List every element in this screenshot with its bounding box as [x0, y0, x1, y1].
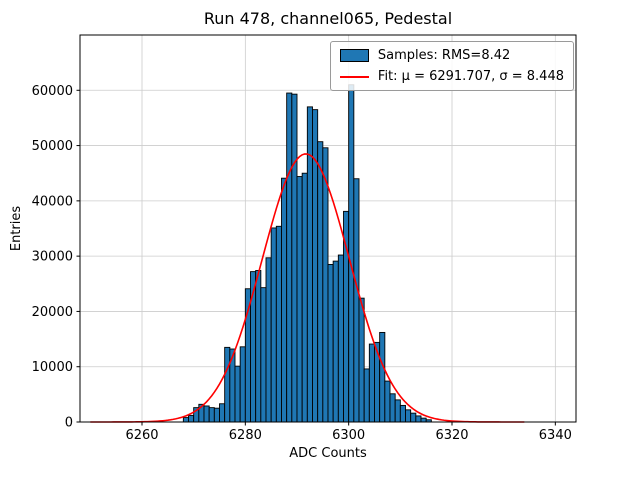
histogram-bar — [291, 93, 298, 423]
histogram-bar — [281, 177, 288, 423]
histogram-bar — [405, 409, 412, 423]
histogram-bar — [270, 227, 277, 423]
axes-frame — [79, 34, 577, 423]
legend-entry-samples: Samples: RMS=8.42 — [339, 48, 564, 63]
histogram-bar — [208, 407, 215, 423]
histogram-bar — [337, 254, 344, 423]
histogram-bar — [410, 412, 417, 423]
histogram-bar — [358, 297, 365, 423]
histogram-bar — [286, 92, 293, 423]
histogram-bar — [224, 346, 231, 423]
histogram-bar — [188, 414, 195, 423]
histogram-bar — [327, 263, 334, 423]
histogram-bar — [182, 417, 189, 423]
x-tick-label: 6320 — [435, 428, 468, 443]
y-tick-label: 60000 — [32, 84, 73, 99]
histogram-bar — [265, 257, 272, 423]
histogram-bar — [363, 368, 370, 423]
histogram-bar — [255, 270, 262, 423]
histogram-bar — [275, 225, 282, 423]
histogram-bar — [353, 178, 360, 423]
histogram-bar — [301, 172, 308, 423]
histogram-bar — [399, 404, 406, 423]
chart-title: Run 478, channel065, Pedestal — [203, 9, 453, 28]
histogram-bar — [317, 141, 324, 423]
histogram-bar — [394, 399, 401, 423]
histogram-bar — [296, 176, 303, 423]
y-axis-label: Entries — [9, 206, 24, 252]
legend: Samples: RMS=8.42 Fit: μ = 6291.707, σ =… — [329, 41, 574, 91]
x-tick-label: 6260 — [125, 428, 158, 443]
legend-entry-fit: Fit: μ = 6291.707, σ = 8.448 — [339, 69, 564, 84]
histogram-bar — [203, 405, 210, 423]
histogram-swatch-icon — [339, 49, 369, 62]
y-tick-label: 0 — [65, 416, 73, 431]
gaussian-fit-line — [90, 153, 525, 423]
histogram-bar — [260, 287, 267, 423]
fit-line-swatch-icon — [339, 75, 369, 78]
histogram-bar — [389, 393, 396, 423]
histogram-bar — [384, 380, 391, 423]
y-tick-label: 10000 — [32, 360, 73, 375]
tick-labels: 6260 6280 6300 6320 6340 0 10000 20000 30000 4000… — [32, 84, 572, 443]
x-tick-label: 6280 — [229, 428, 262, 443]
x-tick-label: 6340 — [539, 428, 572, 443]
histogram-bar — [219, 403, 226, 423]
x-tick-label: 6300 — [332, 428, 365, 443]
histogram-bar — [213, 407, 220, 423]
histogram-bar — [368, 343, 375, 423]
histogram-bar — [348, 84, 355, 423]
histogram-bar — [239, 346, 246, 423]
legend-samples-label: Samples: RMS=8.42 — [377, 48, 511, 63]
histogram-bar — [415, 415, 422, 423]
y-tick-label: 50000 — [32, 139, 73, 154]
legend-fit-label: Fit: μ = 6291.707, σ = 8.448 — [377, 69, 564, 84]
histogram-bar — [234, 365, 241, 423]
histogram-bar — [379, 331, 386, 423]
histogram-bar — [322, 147, 329, 423]
histogram-bar — [420, 417, 427, 423]
y-tick-label: 20000 — [32, 305, 73, 320]
x-axis-label: ADC Counts — [289, 446, 367, 461]
histogram-bar — [312, 109, 319, 423]
histogram-bars — [182, 84, 432, 423]
histogram-bar — [332, 260, 339, 423]
y-tick-label: 30000 — [32, 250, 73, 265]
y-tick-label: 40000 — [32, 194, 73, 209]
